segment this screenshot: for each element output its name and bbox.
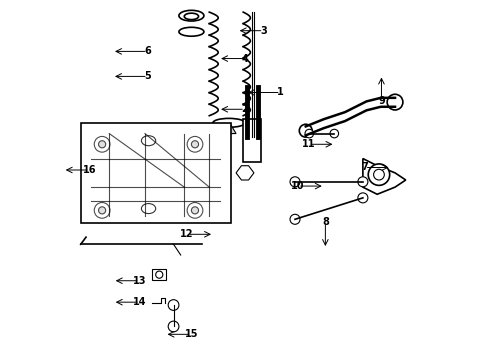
Text: 13: 13 (133, 276, 147, 286)
Text: 5: 5 (145, 71, 151, 81)
Circle shape (168, 321, 179, 332)
Ellipse shape (142, 203, 156, 213)
Circle shape (98, 207, 106, 214)
Bar (152, 269, 167, 280)
Circle shape (368, 164, 390, 185)
Polygon shape (363, 158, 406, 194)
Circle shape (305, 129, 314, 138)
Circle shape (94, 136, 110, 152)
Text: 15: 15 (185, 329, 198, 339)
Text: 4: 4 (242, 54, 248, 64)
Text: 8: 8 (322, 217, 329, 227)
Text: 1: 1 (277, 87, 284, 98)
Circle shape (187, 136, 203, 152)
Polygon shape (236, 166, 254, 180)
Text: 2: 2 (242, 104, 248, 114)
Bar (243, 119, 261, 162)
Circle shape (387, 94, 403, 110)
Polygon shape (222, 125, 236, 134)
Circle shape (290, 214, 300, 224)
Text: 3: 3 (260, 26, 267, 36)
Circle shape (192, 141, 198, 148)
Text: 10: 10 (291, 181, 305, 191)
Ellipse shape (142, 136, 156, 146)
Circle shape (330, 129, 339, 138)
Circle shape (373, 169, 384, 180)
Circle shape (358, 193, 368, 203)
Circle shape (290, 177, 300, 187)
Text: 12: 12 (180, 229, 194, 239)
Circle shape (358, 177, 368, 187)
Text: 14: 14 (133, 297, 147, 307)
Circle shape (156, 271, 163, 278)
Circle shape (168, 300, 179, 310)
FancyBboxPatch shape (81, 123, 231, 223)
Circle shape (98, 141, 106, 148)
Text: 16: 16 (83, 165, 97, 175)
Text: 6: 6 (145, 46, 151, 57)
Circle shape (94, 203, 110, 218)
Text: 11: 11 (302, 139, 316, 149)
Circle shape (187, 203, 203, 218)
Text: 9: 9 (378, 96, 385, 107)
Circle shape (299, 124, 312, 137)
Circle shape (192, 207, 198, 214)
Text: 7: 7 (361, 162, 368, 172)
